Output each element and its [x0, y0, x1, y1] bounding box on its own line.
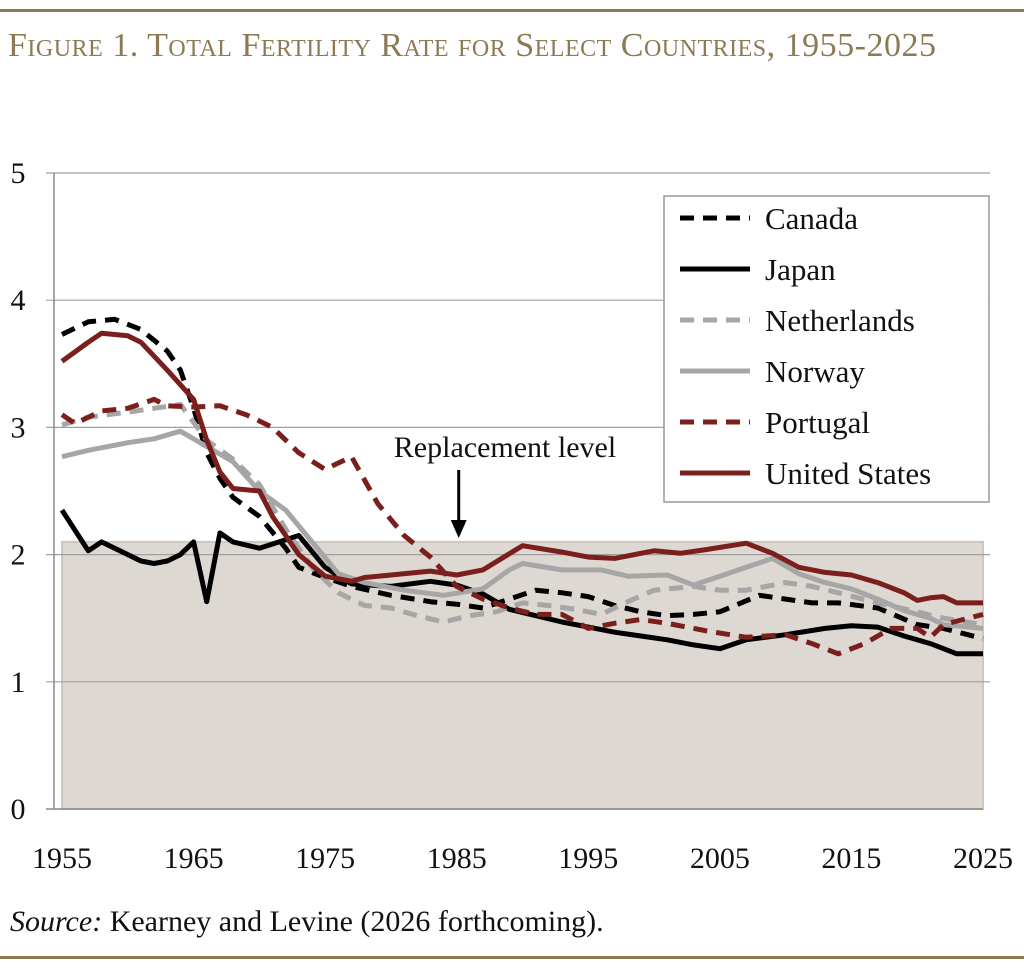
replacement-shading: [61, 540, 984, 810]
bottom-rule: [0, 956, 1024, 959]
series-line-canada: [60, 316, 984, 642]
legend-label: Portugal: [765, 405, 870, 440]
legend: Canada Japan Netherlands Norway Portugal Unit…: [663, 195, 990, 503]
y-tick-label: 3: [11, 411, 26, 444]
series-line-netherlands: [61, 402, 984, 628]
legend-label: Japan: [765, 252, 836, 287]
legend-box: [663, 195, 990, 503]
y-tick-label: 2: [11, 539, 26, 572]
x-tick-label: 1975: [295, 842, 355, 875]
legend-label: Netherlands: [765, 303, 915, 338]
top-rule: [0, 9, 1024, 12]
replacement-arrow: [450, 470, 467, 538]
figure-title: Figure 1. Total Fertility Rate for Selec…: [8, 27, 937, 64]
source-label: Source:: [10, 905, 103, 938]
y-tick-label: 5: [11, 157, 26, 190]
x-tick-label: 2015: [821, 842, 881, 875]
legend-label: Norway: [765, 354, 865, 389]
source-note: Source: Kearney and Levine (2026 forthco…: [10, 905, 604, 939]
series-line-norway: [61, 428, 984, 631]
x-tick-label: 2025: [953, 842, 1013, 875]
series-line-portugal: [60, 396, 984, 657]
x-tick-label: 1955: [32, 842, 92, 875]
x-tick-label: 1965: [164, 842, 224, 875]
series-line-united-states: [60, 330, 983, 606]
legend-label: Canada: [765, 201, 858, 236]
y-tick-label: 4: [11, 284, 26, 317]
replacement-annotation: Replacement level: [394, 431, 616, 464]
x-tick-label: 2005: [690, 842, 750, 875]
y-tick-label: 0: [11, 793, 26, 826]
y-tick-label: 1: [11, 666, 26, 699]
x-tick-label: 1985: [427, 842, 487, 875]
x-tick-label: 1995: [558, 842, 618, 875]
source-text: Kearney and Levine (2026 forthcoming).: [102, 905, 604, 938]
legend-label: United States: [765, 456, 931, 491]
